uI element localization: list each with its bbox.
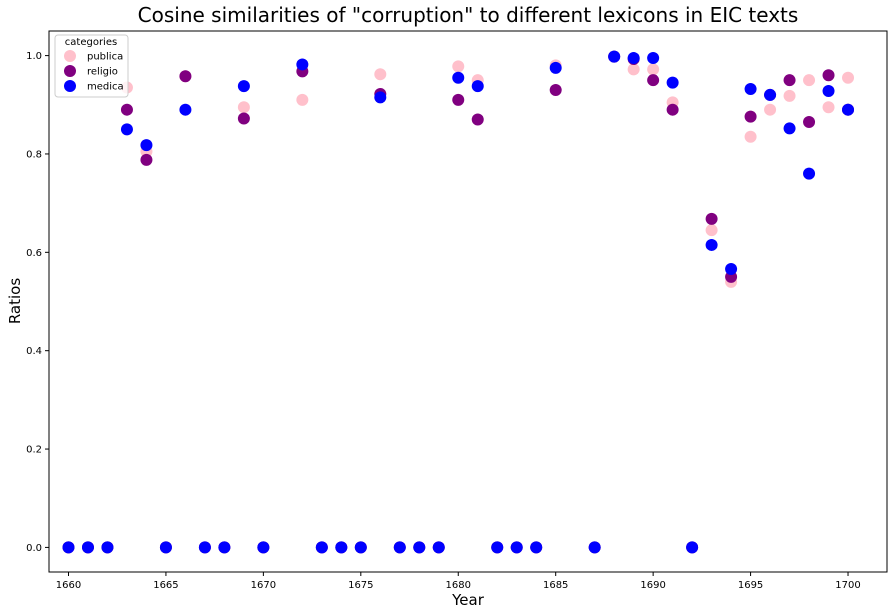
medica-point (179, 103, 192, 116)
legend-label-publica: publica (87, 52, 123, 63)
medica-point (218, 541, 231, 554)
x-tick-label: 1670 (251, 580, 276, 591)
medica-point (842, 103, 855, 116)
religio-point (822, 69, 835, 82)
medica-point (413, 541, 426, 554)
medica-point (764, 88, 777, 101)
x-tick-label: 1690 (640, 580, 665, 591)
medica-point (296, 58, 309, 71)
medica-point (627, 52, 640, 65)
publica-point (237, 101, 250, 114)
publica-point (374, 68, 387, 81)
y-tick-label: 0.2 (26, 445, 42, 456)
medica-point (159, 541, 172, 554)
religio-point (120, 103, 133, 116)
legend-title: categories (65, 37, 117, 48)
legend-marker-publica (64, 50, 76, 62)
y-tick-label: 1.0 (26, 51, 42, 62)
religio-point (179, 70, 192, 83)
medica-point (452, 71, 465, 84)
publica-point (452, 60, 465, 73)
medica-point (198, 541, 211, 554)
series-medica (62, 50, 855, 554)
medica-point (686, 541, 699, 554)
medica-point (725, 263, 738, 276)
publica-point (822, 101, 835, 114)
publica-point (647, 63, 660, 76)
medica-point (101, 541, 114, 554)
religio-point (471, 113, 484, 126)
medica-point (822, 85, 835, 98)
y-axis-label: Ratios (6, 278, 24, 325)
x-tick-label: 1660 (56, 580, 81, 591)
legend-marker-medica (64, 80, 76, 92)
y-tick-label: 0.6 (26, 248, 42, 259)
legend-marker-religio (64, 65, 76, 77)
legend-label-religio: religio (87, 67, 118, 78)
religio-point (783, 74, 796, 87)
legend: categories publica religio medica (54, 34, 129, 98)
medica-point (549, 61, 562, 74)
medica-point (510, 541, 523, 554)
medica-point (62, 541, 75, 554)
chart-title: Cosine similarities of "corruption" to d… (138, 3, 799, 27)
plot-area (48, 30, 888, 573)
legend-label-medica: medica (87, 82, 124, 93)
medica-point (491, 541, 504, 554)
religio-point (666, 103, 679, 116)
y-tick-label: 0.8 (26, 149, 42, 160)
medica-point (393, 541, 406, 554)
medica-point (608, 50, 621, 63)
publica-point (705, 224, 718, 237)
religio-point (237, 112, 250, 125)
medica-point (315, 541, 328, 554)
medica-point (335, 541, 348, 554)
medica-point (120, 123, 133, 136)
religio-point (647, 74, 660, 87)
x-tick-label: 1680 (446, 580, 471, 591)
y-axis: 0.0 0.2 0.4 0.6 0.8 1.0 (26, 51, 49, 554)
publica-point (764, 103, 777, 116)
medica-point (257, 541, 270, 554)
religio-point (140, 153, 153, 166)
medica-point (140, 139, 153, 152)
y-tick-label: 0.4 (26, 346, 42, 357)
medica-point (666, 76, 679, 89)
medica-point (530, 541, 543, 554)
publica-point (842, 71, 855, 84)
medica-point (803, 167, 816, 180)
medica-point (588, 541, 601, 554)
medica-point (471, 80, 484, 93)
religio-point (705, 212, 718, 225)
religio-point (452, 93, 465, 106)
publica-point (744, 130, 757, 143)
medica-point (237, 80, 250, 93)
plot-frame (48, 30, 888, 573)
religio-point (549, 84, 562, 97)
religio-point (803, 115, 816, 128)
publica-point (627, 63, 640, 76)
medica-point (374, 91, 387, 104)
medica-point (432, 541, 445, 554)
x-tick-label: 1685 (543, 580, 568, 591)
x-axis-label: Year (451, 591, 485, 609)
data-points (62, 50, 855, 554)
medica-point (647, 52, 660, 65)
medica-point (705, 238, 718, 251)
y-tick-label: 0.0 (26, 543, 42, 554)
medica-point (81, 541, 94, 554)
publica-point (783, 89, 796, 102)
x-tick-label: 1700 (835, 580, 860, 591)
publica-point (803, 74, 816, 87)
religio-point (744, 110, 757, 123)
x-tick-label: 1695 (738, 580, 763, 591)
publica-point (296, 93, 309, 106)
medica-point (354, 541, 367, 554)
medica-point (783, 122, 796, 135)
x-axis: 1660 1665 1670 1675 1680 1685 1690 1695 1700 (56, 572, 861, 591)
medica-point (744, 83, 757, 96)
x-tick-label: 1675 (348, 580, 373, 591)
x-tick-label: 1665 (153, 580, 178, 591)
